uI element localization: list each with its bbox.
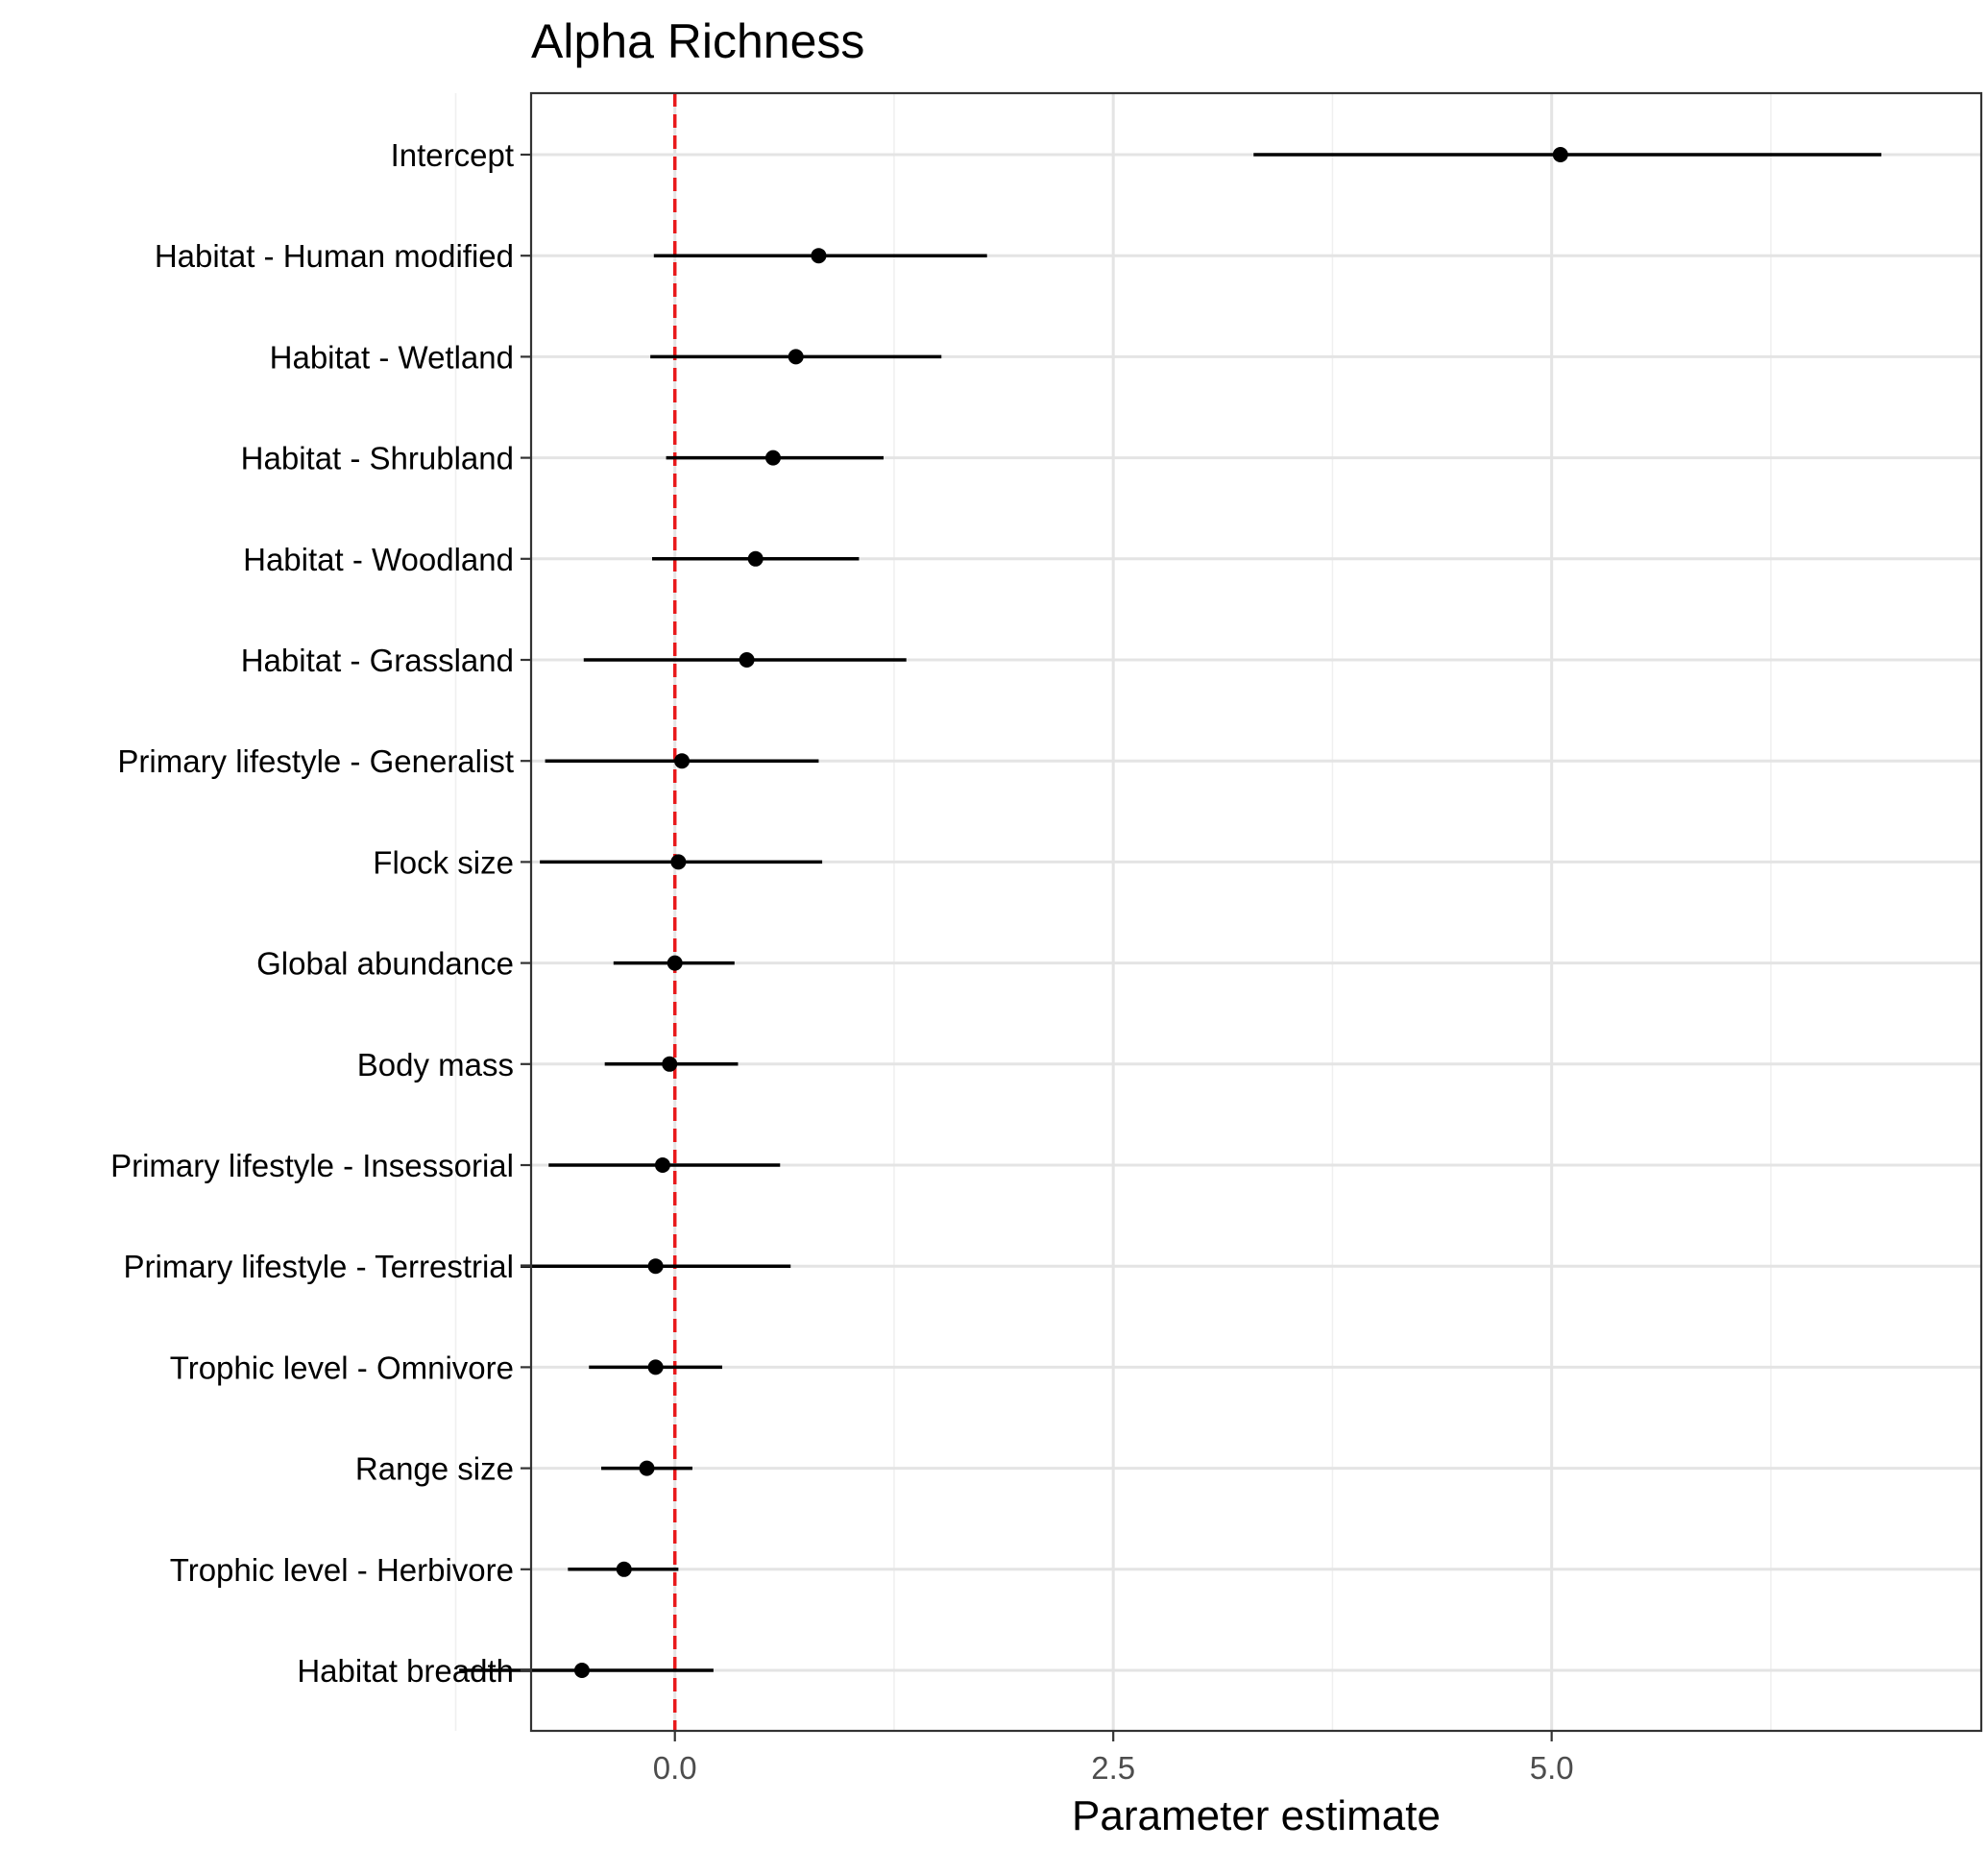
y-tick-label-15: Habitat breadth — [297, 1653, 514, 1689]
y-tick-label-10: Primary lifestyle - Insessorial — [110, 1148, 514, 1183]
estimate-point-0 — [1552, 147, 1568, 162]
estimate-point-9 — [662, 1056, 678, 1072]
panel-border — [529, 91, 1983, 1733]
estimate-point-4 — [747, 550, 764, 567]
y-axis-ticks — [521, 153, 531, 1672]
estimate-point-3 — [764, 450, 781, 466]
y-tick-label-11: Primary lifestyle - Terrestrial — [124, 1249, 514, 1284]
y-tick-label-0: Intercept — [391, 137, 514, 173]
x-tick-label-2: 5.0 — [1530, 1750, 1574, 1786]
y-tick-label-1: Habitat - Human modified — [155, 238, 514, 274]
panel-background — [531, 93, 1981, 1731]
chart-title: Alpha Richness — [531, 14, 864, 68]
estimate-point-2 — [788, 349, 804, 365]
estimate-point-14 — [616, 1561, 632, 1577]
minor-gridlines — [454, 93, 1772, 1731]
estimate-point-7 — [670, 854, 687, 870]
y-tick-label-5: Habitat - Grassland — [241, 643, 514, 678]
estimate-point-1 — [811, 248, 827, 264]
estimate-point-8 — [667, 955, 683, 971]
x-axis-title: Parameter estimate — [1072, 1792, 1441, 1839]
y-tick-label-8: Global abundance — [256, 946, 514, 982]
y-axis-labels: Intercept Habitat - Human modified Habitat… — [110, 137, 514, 1689]
estimate-point-5 — [739, 652, 755, 668]
x-axis-labels: 0.0 2.5 5.0 — [653, 1750, 1574, 1786]
estimate-point-12 — [647, 1359, 664, 1375]
x-tick-label-0: 0.0 — [653, 1750, 697, 1786]
y-tick-label-12: Trophic level - Omnivore — [170, 1350, 514, 1385]
y-tick-label-9: Body mass — [357, 1047, 514, 1083]
estimate-point-11 — [647, 1258, 664, 1275]
plot-panel — [531, 93, 1981, 1731]
x-axis-ticks — [673, 1731, 1553, 1741]
x-tick-label-1: 2.5 — [1091, 1750, 1135, 1786]
y-tick-label-3: Habitat - Shrubland — [241, 441, 514, 476]
y-tick-label-4: Habitat - Woodland — [243, 542, 514, 577]
point-estimates — [573, 147, 1568, 1678]
y-tick-label-13: Range size — [355, 1451, 514, 1487]
estimate-point-6 — [674, 753, 691, 769]
y-tick-label-7: Flock size — [373, 844, 514, 880]
y-tick-label-2: Habitat - Wetland — [270, 339, 514, 375]
estimate-point-10 — [654, 1157, 670, 1173]
y-tick-label-14: Trophic level - Herbivore — [170, 1552, 514, 1588]
estimate-point-13 — [639, 1460, 655, 1476]
y-tick-label-6: Primary lifestyle - Generalist — [117, 743, 514, 779]
estimate-point-15 — [573, 1663, 590, 1678]
